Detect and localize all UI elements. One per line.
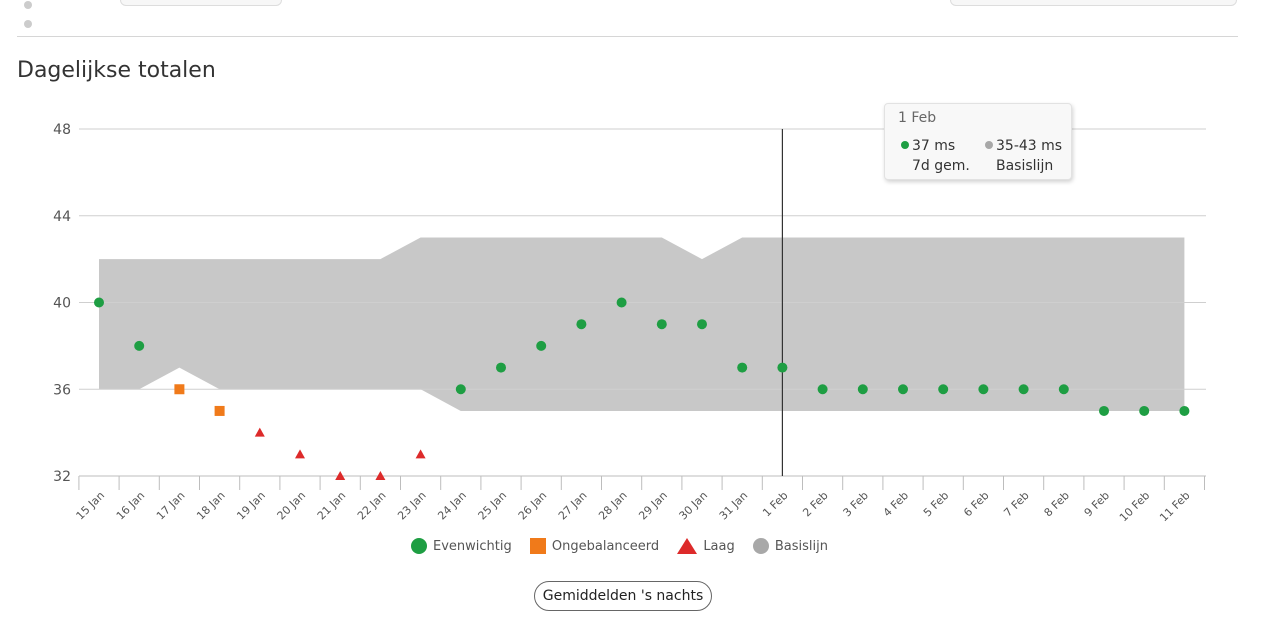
data-point <box>737 362 748 373</box>
data-point <box>134 340 145 351</box>
data-point <box>375 471 386 480</box>
x-tick-label: 11 Feb <box>1157 489 1192 524</box>
legend-label: Basislijn <box>774 538 829 554</box>
data-point <box>455 384 466 395</box>
x-tick-label: 17 Jan <box>154 489 188 523</box>
x-tick-label: 1 Feb <box>760 489 790 519</box>
x-tick-label: 4 Feb <box>881 489 911 519</box>
x-tick-label: 18 Jan <box>194 489 228 523</box>
x-tick-label: 2 Feb <box>800 489 830 519</box>
data-point <box>214 405 225 416</box>
tooltip-value-column: 37 ms 7d gem. <box>901 136 970 176</box>
x-tick-label: 27 Jan <box>556 489 590 523</box>
x-tick-label: 5 Feb <box>921 489 951 519</box>
x-tick-label: 15 Jan <box>74 489 108 523</box>
data-point <box>777 362 788 373</box>
data-point <box>938 384 949 395</box>
data-point <box>1139 405 1150 416</box>
legend-item-baseline[interactable]: Basislijn <box>752 538 829 554</box>
x-tick-label: 31 Jan <box>717 489 751 523</box>
x-tick-label: 8 Feb <box>1042 489 1072 519</box>
y-tick-label: 36 <box>53 382 71 398</box>
tooltip-baseline-label: Basislijn <box>996 158 1054 174</box>
y-tick-label: 44 <box>53 209 71 225</box>
section-divider <box>17 36 1238 37</box>
legend-label: Laag <box>703 538 735 554</box>
green-dot-icon <box>901 141 909 149</box>
x-tick-label: 24 Jan <box>435 489 469 523</box>
tooltip-value-label: 7d gem. <box>912 158 970 174</box>
legend-item-balanced[interactable]: Evenwichtig <box>411 538 512 554</box>
x-tick-label: 29 Jan <box>636 489 670 523</box>
tooltip-value: 37 ms <box>912 138 956 154</box>
data-point <box>616 297 627 308</box>
x-tick-label: 20 Jan <box>275 489 309 523</box>
green-circle-icon <box>411 538 427 554</box>
nightly-averages-button[interactable]: Gemiddelden 's nachts <box>534 581 712 611</box>
grey-circle-icon <box>752 538 769 554</box>
x-tick-label: 21 Jan <box>315 489 349 523</box>
data-point <box>1179 405 1190 416</box>
legend-label: Ongebalanceerd <box>551 538 660 554</box>
x-tick-label: 16 Jan <box>114 489 148 523</box>
x-tick-label: 28 Jan <box>596 489 630 523</box>
data-point <box>857 384 868 395</box>
chart-legend: Evenwichtig Ongebalanceerd Laag Basislij… <box>411 538 842 562</box>
data-point <box>697 319 707 330</box>
data-point <box>656 319 667 330</box>
x-tick-label: 6 Feb <box>961 489 991 519</box>
top-right-control[interactable] <box>950 0 1237 6</box>
x-tick-label: 10 Feb <box>1117 489 1152 524</box>
top-toolbar-icons <box>24 0 94 28</box>
data-point <box>1018 384 1029 395</box>
x-tick-label: 3 Feb <box>841 489 871 519</box>
data-point <box>978 384 989 395</box>
data-point <box>335 471 346 480</box>
data-point <box>174 384 185 395</box>
x-tick-label: 19 Jan <box>234 489 268 523</box>
data-point <box>1099 405 1109 416</box>
data-point <box>898 384 908 395</box>
data-point <box>536 340 547 351</box>
tooltip-baseline-column: 35-43 ms Basislijn <box>985 136 1062 176</box>
legend-item-low[interactable]: Laag <box>677 538 735 554</box>
data-point <box>254 427 265 437</box>
daily-totals-chart[interactable]: 32 36 40 44 48 15 Jan 16 Jan 17 Jan 18 Jan 19 Jan… <box>0 90 1280 540</box>
data-point <box>94 297 104 308</box>
y-tick-label: 32 <box>53 469 71 485</box>
legend-label: Evenwichtig <box>433 538 512 554</box>
tooltip-date: 1 Feb <box>898 110 937 126</box>
legend-item-unbalanced[interactable]: Ongebalanceerd <box>529 538 660 554</box>
data-point <box>415 449 426 459</box>
tooltip-baseline: 35-43 ms <box>996 138 1063 154</box>
baseline-band <box>99 237 1185 411</box>
x-tick-label: 7 Feb <box>1001 489 1031 519</box>
top-left-control[interactable] <box>120 0 282 6</box>
section-title: Dagelijkse totalen <box>17 58 216 83</box>
red-triangle-icon <box>677 538 698 554</box>
x-tick-label: 23 Jan <box>395 489 429 523</box>
x-tick-label: 26 Jan <box>516 489 550 523</box>
data-point <box>496 362 506 373</box>
data-point <box>576 319 587 330</box>
grey-dot-icon <box>985 141 993 149</box>
data-point <box>1058 384 1069 395</box>
x-tick-label: 9 Feb <box>1082 489 1112 519</box>
y-tick-label: 40 <box>53 296 71 312</box>
data-point <box>817 384 828 395</box>
y-tick-label: 48 <box>53 122 71 138</box>
data-point <box>295 449 305 459</box>
x-tick-label: 22 Jan <box>355 489 389 523</box>
x-tick-label: 25 Jan <box>476 489 510 523</box>
orange-square-icon <box>529 538 546 554</box>
chart-tooltip: 1 Feb 37 ms 7d gem. 35-43 ms Basislijn <box>884 103 1072 180</box>
x-tick-label: 30 Jan <box>677 489 711 523</box>
